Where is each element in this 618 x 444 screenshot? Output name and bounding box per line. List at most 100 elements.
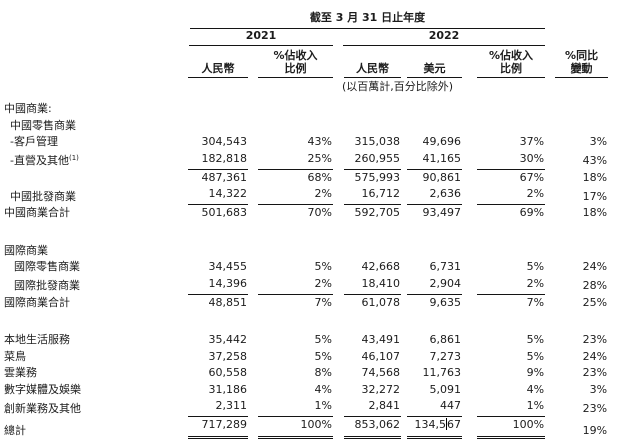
row-label: 中國批發商業	[10, 189, 76, 203]
cell-yoy-change: 23%	[582, 333, 608, 346]
spacer-cell	[0, 311, 608, 332]
cell-yoy-change	[545, 243, 608, 260]
cell-rmb-2022: 2,841	[333, 398, 401, 417]
row-label: 雲業務	[4, 366, 37, 379]
cell-usd-2022	[401, 243, 462, 260]
cell-pct-revenue-2021: 4%	[314, 382, 332, 396]
period-header-row: 截至 3 月 31 日止年度	[0, 8, 608, 29]
spacer-cell	[545, 29, 608, 46]
cell-yoy-change: 3%	[589, 135, 608, 148]
cell-yoy-change: 19%	[582, 423, 608, 437]
cell-rmb-2022: 592,705	[354, 206, 401, 219]
cell-usd-2022: 49,696	[422, 135, 462, 148]
cell-usd-2022	[401, 118, 462, 135]
row-label: 總計	[4, 423, 26, 437]
cell-rmb-2021: 304,543	[201, 135, 248, 148]
year-2022-cell: 2022	[333, 29, 546, 46]
cell-yoy-change: 43%	[582, 154, 608, 167]
unit-note-row: (以百萬計,百分比除外)	[0, 78, 608, 101]
cell-rmb-2021	[186, 118, 248, 135]
cell-pct-revenue-2021: 70%	[307, 206, 332, 219]
row-label: 國際零售商業	[14, 260, 80, 273]
cell-pct-revenue-2022: 4%	[526, 382, 545, 396]
cell-rmb-2022	[333, 101, 401, 118]
table-header: 截至 3 月 31 日止年度 2021 2022 人民幣 %佔收入 比例 人民幣	[0, 8, 609, 101]
cell-rmb-2022: 315,038	[354, 135, 401, 148]
cell-rmb-2021	[186, 101, 248, 118]
cell-usd-2022: 93,497	[422, 206, 462, 219]
cell-rmb-2022: 43,491	[361, 333, 401, 346]
cell-rmb-2021: 501,683	[201, 206, 248, 219]
spacer-cell	[0, 222, 608, 243]
spacer-row	[0, 311, 608, 332]
table-row: 中國零售商業	[0, 118, 608, 135]
cell-rmb-2021	[186, 243, 248, 260]
cell-pct-revenue-2022: 67%	[519, 170, 545, 184]
table-row: 中國批發商業 14,322 2% 16,712 2,636 2% 17%	[0, 186, 608, 205]
table-row: 中國商業合計 501,683 70% 592,705 93,497 69% 18%	[0, 205, 608, 222]
row-label: 國際商業	[4, 243, 48, 257]
cell-usd-2022: 9,635	[429, 295, 462, 309]
table-row: -客戶管理 304,543 43% 315,038 49,696 37% 3%	[0, 134, 608, 151]
column-header-rmb-2022: 人民幣	[333, 46, 401, 78]
year-2022-header: 2022	[343, 29, 546, 46]
cell-pct-revenue-2022: 1%	[462, 398, 546, 417]
cell-usd-2022: 6,861	[429, 333, 462, 346]
period-header-cell: 截至 3 月 31 日止年度	[186, 8, 546, 29]
table-row: 國際零售商業 34,455 5% 42,668 6,731 5% 24%	[0, 259, 608, 276]
cell-usd-2022: 2,636	[401, 186, 462, 205]
cell-pct-revenue-2022	[462, 118, 545, 135]
cell-yoy-change	[545, 101, 608, 118]
period-title: 截至 3 月 31 日止年度	[190, 8, 546, 29]
column-header-usd-2022: 美元	[401, 46, 462, 78]
cell-pct-revenue-2021: 25%	[248, 151, 333, 170]
spacer-row	[0, 222, 608, 243]
cell-rmb-2022: 74,568	[361, 366, 401, 379]
cell-rmb-2022: 853,062	[333, 417, 401, 439]
unit-note-cell: (以百萬計,百分比除外)	[333, 78, 462, 101]
cell-yoy-change: 3%	[589, 382, 608, 396]
cell-usd-2022: 6,731	[429, 260, 462, 273]
row-label: 本地生活服務	[4, 333, 70, 346]
cell-yoy-change	[545, 118, 608, 135]
row-label: 數字媒體及娛樂	[4, 382, 81, 396]
cell-rmb-2021: 2,311	[186, 398, 248, 417]
cell-yoy-change: 23%	[582, 366, 608, 379]
segment-revenue-table: 截至 3 月 31 日止年度 2021 2022 人民幣 %佔收入 比例 人民幣	[0, 8, 609, 439]
spacer-cell	[545, 8, 608, 29]
cell-rmb-2021: 717,289	[186, 417, 248, 439]
table-row: 國際商業	[0, 243, 608, 260]
cell-rmb-2021: 487,361	[201, 170, 248, 184]
cell-rmb-2022	[333, 243, 401, 260]
cell-usd-2022: 7,273	[429, 349, 462, 363]
cell-yoy-change: 23%	[582, 401, 608, 415]
year-2021-cell: 2021	[186, 29, 333, 46]
cell-rmb-2022	[333, 118, 401, 135]
row-label: 國際批發商業	[14, 279, 80, 292]
cell-pct-revenue-2021	[248, 118, 333, 135]
table-body: 中國商業: 中國零售商業 -客戶管理 304,543 43% 315,038 49,696 3…	[0, 101, 608, 439]
cell-pct-revenue-2021	[248, 243, 333, 260]
table-row: 中國商業:	[0, 101, 608, 118]
cell-rmb-2021: 31,186	[208, 382, 248, 396]
cell-pct-revenue-2022	[462, 101, 545, 118]
cell-yoy-change: 25%	[582, 295, 608, 309]
table-row: 國際批發商業 14,396 2% 18,410 2,904 2% 28%	[0, 276, 608, 295]
cell-usd-2022: 5,091	[429, 382, 462, 396]
text-cursor	[446, 418, 447, 430]
row-label: 國際商業合計	[4, 295, 70, 309]
table-row: 雲業務 60,558 8% 74,568 11,763 9% 23%	[0, 365, 608, 382]
cell-pct-revenue-2021: 5%	[314, 349, 332, 363]
cell-rmb-2022: 16,712	[333, 186, 401, 205]
row-label	[0, 170, 186, 187]
cell-rmb-2021: 14,396	[186, 276, 248, 295]
cell-pct-revenue-2021	[248, 101, 333, 118]
cell-pct-revenue-2021: 1%	[248, 398, 333, 417]
cell-rmb-2022: 61,078	[361, 295, 401, 309]
cell-pct-revenue-2021: 43%	[307, 135, 332, 148]
table-row: 總計 717,289 100% 853,062 134,567 100% 19%	[0, 417, 608, 439]
cell-rmb-2021: 14,322	[186, 186, 248, 205]
cell-pct-revenue-2021: 100%	[248, 417, 333, 439]
table-row: 數字媒體及娛樂 31,186 4% 32,272 5,091 4% 3%	[0, 382, 608, 399]
cell-rmb-2022: 46,107	[361, 349, 401, 363]
